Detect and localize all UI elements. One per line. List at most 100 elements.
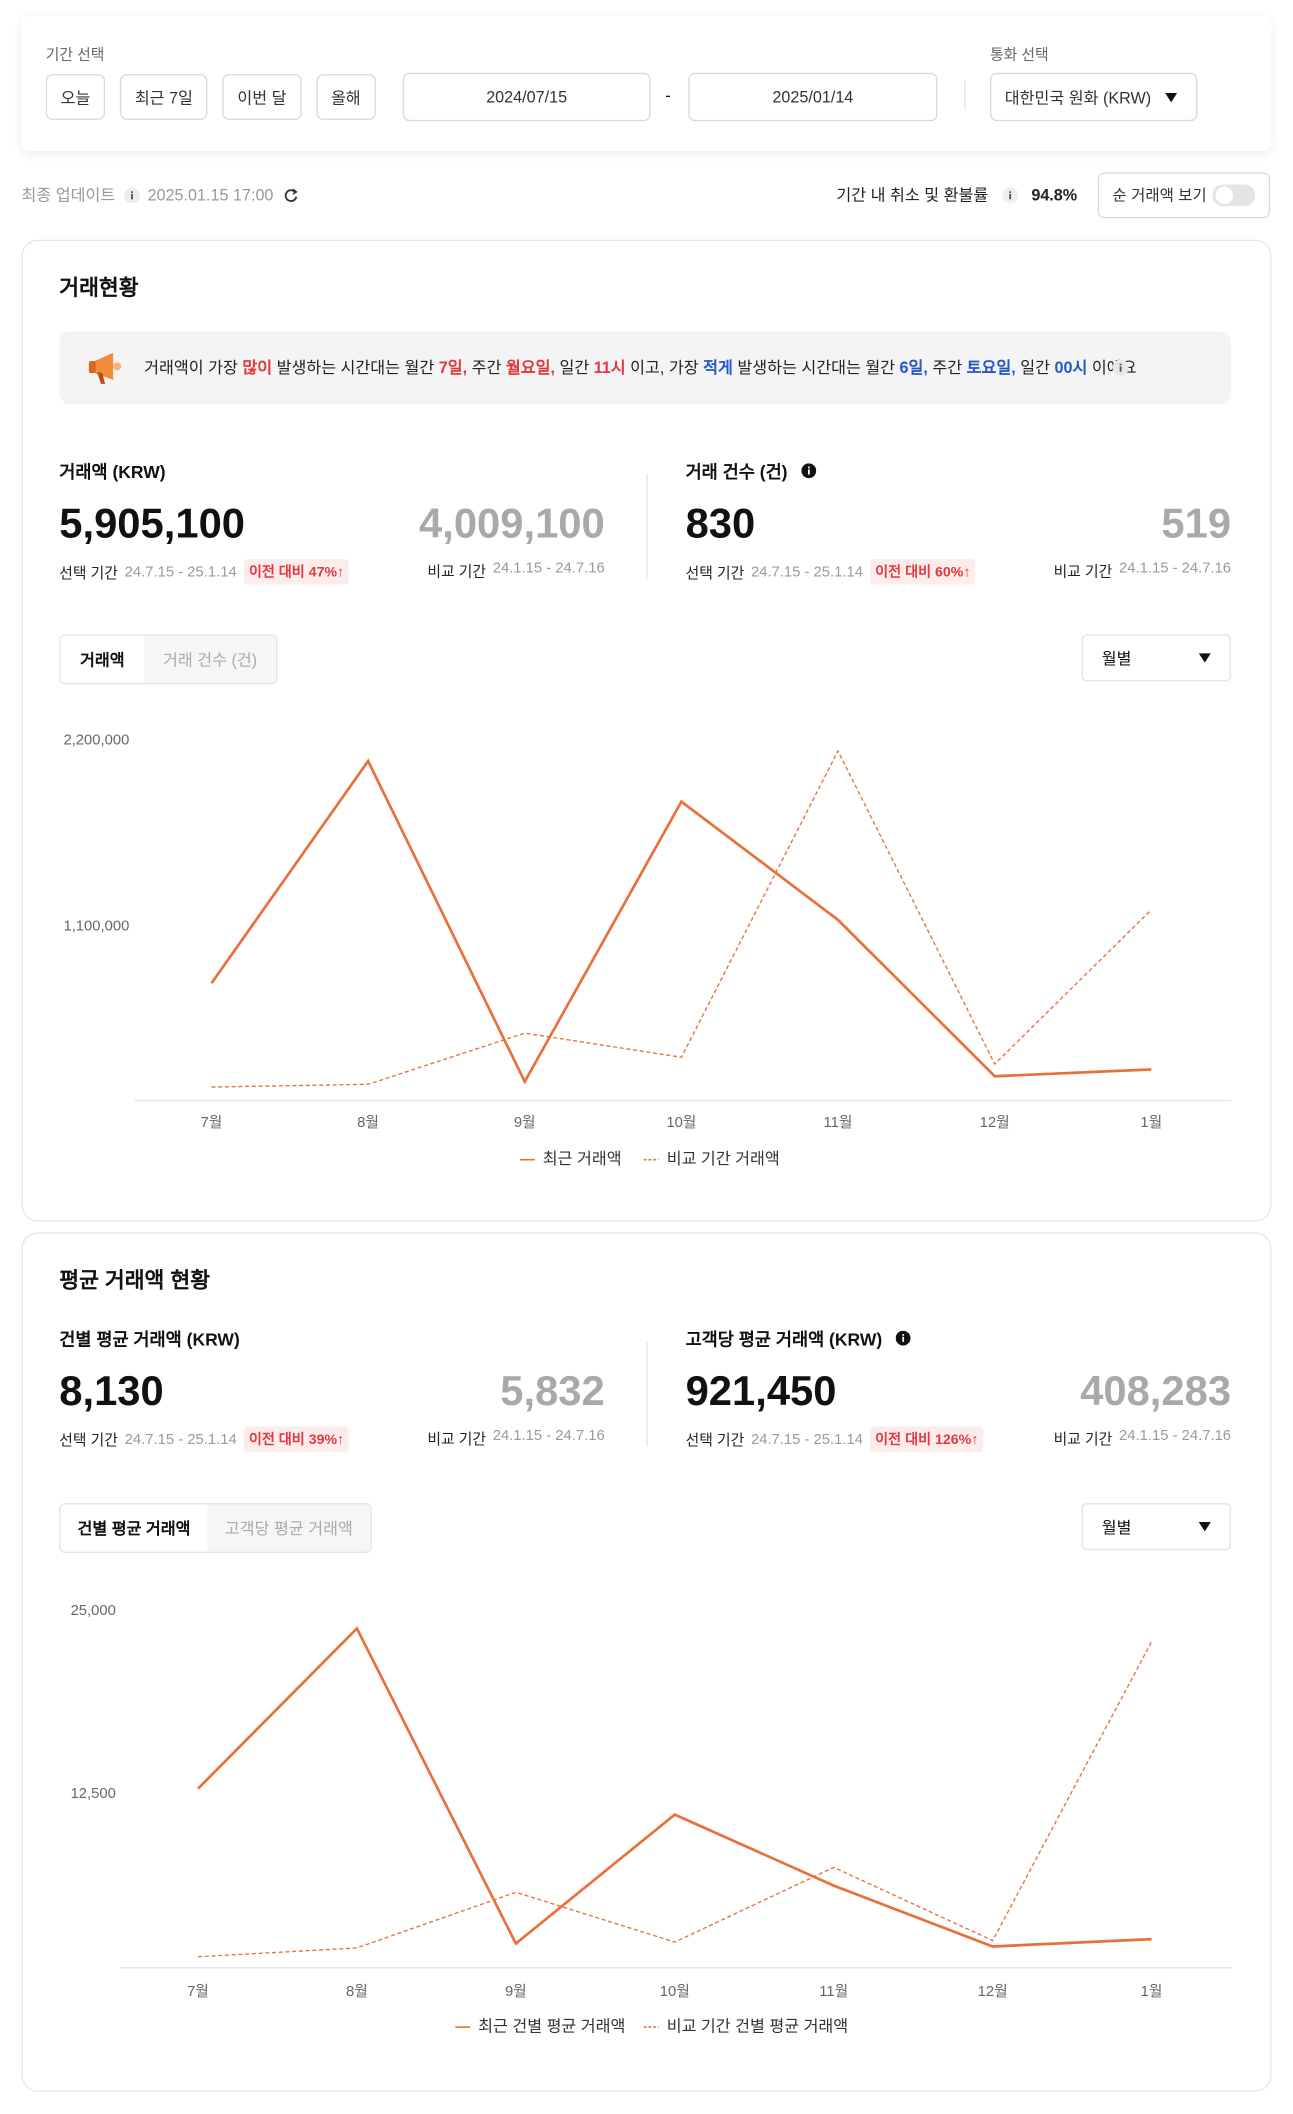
selected-label: 선택 기간 (59, 1432, 118, 1449)
date-separator: - (665, 86, 671, 106)
x-tick-label: 12월 (980, 1114, 1010, 1131)
caret (1164, 92, 1177, 102)
start-date-input[interactable]: 2024/07/15 (402, 72, 651, 122)
metric-label-row: 거래 건수 (건) (686, 458, 816, 484)
insight-segment: 월요일, (505, 358, 555, 378)
x-tick-label: 10월 (666, 1114, 696, 1131)
period-button[interactable]: 오늘 (45, 74, 106, 120)
change-badge: 이전 대비 39%↑ (243, 1426, 350, 1452)
cancel-label: 기간 내 취소 및 환불률 (836, 185, 989, 205)
currency-label: 통화 선택 (989, 47, 1049, 64)
metric-label-row: 거래액 (KRW) (59, 458, 165, 484)
y-tick-label: 2,200,000 (63, 733, 129, 749)
chart-tab[interactable]: 거래 건수 (건) (144, 635, 277, 683)
compare-range: 24.1.15 - 24.7.16 (492, 560, 605, 577)
compare-period: 비교 기간 24.1.15 - 24.7.16 (1054, 1428, 1231, 1450)
legend-label: 최근 건별 평균 거래액 (478, 2017, 625, 2035)
selected-range: 24.7.15 - 25.1.14 (124, 563, 237, 580)
change-badge: 이전 대비 47%↑ (243, 558, 350, 585)
compare-period: 비교 기간 24.1.15 - 24.7.16 (427, 560, 604, 582)
period-button[interactable]: 이번 달 (222, 74, 302, 120)
period-button[interactable]: 올해 (316, 74, 376, 120)
selected-period: 선택 기간 24.7.15 - 25.1.14 이전 대비 126%↑ (686, 1426, 984, 1452)
x-tick-label: 11월 (824, 1114, 853, 1131)
y-tick-label: 25,000 (71, 1603, 116, 1619)
selected-range: 24.7.15 - 25.1.14 (750, 563, 864, 580)
insight-segment: 이고, 가장 (625, 358, 704, 378)
interval-select[interactable]: 월별 (1081, 634, 1232, 682)
chart-tabs: 건별 평균 거래액 고객당 평균 거래액 (59, 1503, 372, 1553)
legend-label: 비교 기간 건별 평균 거래액 (667, 2017, 848, 2035)
insight-segment: 발생하는 시간대는 월간 (732, 358, 900, 378)
compare-range: 24.1.15 - 24.7.16 (1119, 1427, 1232, 1444)
end-date-input[interactable]: 2025/01/14 (688, 72, 938, 122)
caret (1198, 653, 1211, 663)
net-toggle[interactable]: 순 거래액 보기 (1097, 172, 1271, 219)
chart-tab[interactable]: 거래액 (60, 635, 145, 683)
selected-range: 24.7.15 - 25.1.14 (124, 1431, 237, 1448)
y-tick-label: 12,500 (71, 1786, 116, 1802)
metric-label-row: 고객당 평균 거래액 (KRW) (686, 1325, 911, 1351)
compare-period: 비교 기간 24.1.15 - 24.7.16 (1054, 560, 1231, 582)
info-icon[interactable] (1112, 359, 1129, 376)
metric-value: 830 (685, 499, 756, 547)
currency-select[interactable]: 대한민국 원화 (KRW) (989, 72, 1198, 122)
y-tick-label: 1,100,000 (63, 919, 129, 935)
metric-value: 8,130 (59, 1367, 164, 1415)
selected-label: 선택 기간 (685, 565, 745, 582)
interval-select[interactable]: 월별 (1081, 1503, 1232, 1551)
divider (964, 80, 966, 111)
info-icon[interactable] (895, 1330, 911, 1346)
compare-range: 24.1.15 - 24.7.16 (1119, 560, 1232, 577)
x-tick-label: 8월 (357, 1114, 379, 1131)
selected-period: 선택 기간 24.7.15 - 25.1.14 이전 대비 39%↑ (59, 1426, 350, 1452)
compare-value: 4,009,100 (418, 499, 605, 547)
insight-segment: 일간 (554, 358, 594, 378)
net-toggle-label: 순 거래액 보기 (1112, 188, 1207, 205)
compare-label: 비교 기간 (427, 564, 486, 581)
change-badge: 이전 대비 126%↑ (869, 1426, 984, 1452)
chart-tab[interactable]: 고객당 평균 거래액 (207, 1504, 371, 1552)
toggle-switch[interactable] (1212, 183, 1256, 207)
metric-label: 고객당 평균 거래액 (KRW) (685, 1329, 883, 1350)
interval-value: 월별 (1101, 1517, 1132, 1537)
compare-value: 5,832 (500, 1367, 605, 1415)
change-badge: 이전 대비 60%↑ (869, 558, 976, 585)
metric-label-row: 건별 평균 거래액 (KRW) (59, 1325, 240, 1351)
updated-label: 최종 업데이트 (21, 185, 116, 205)
info-icon[interactable] (1001, 186, 1018, 203)
x-tick-label: 10월 (660, 1983, 690, 2000)
x-tick-label: 9월 (505, 1983, 527, 2000)
period-button[interactable]: 최근 7일 (120, 74, 208, 120)
insight-segment: 주간 (467, 358, 506, 378)
insight-segment: 일간 (1015, 358, 1055, 378)
x-tick-label: 11월 (819, 1983, 848, 2000)
metric-label: 거래 건수 (건) (685, 461, 788, 483)
insight-segment: 많이 (242, 358, 273, 378)
insight-segment: 토요일, (966, 358, 1016, 378)
updated-at: 2025.01.15 17:00 (147, 185, 274, 205)
interval-value: 월별 (1101, 649, 1132, 669)
section-title: 거래현황 (59, 277, 139, 301)
chart-tabs: 거래액 거래 건수 (건) (59, 634, 278, 685)
currency-value: 대한민국 원화 (KRW) (1004, 88, 1152, 108)
insight-segment: 6일, (899, 358, 928, 378)
update-row: 최종 업데이트 2025.01.15 17:00 (22, 183, 301, 206)
divider (646, 474, 648, 580)
insight-segment: 주간 (927, 358, 967, 378)
refresh-icon[interactable] (282, 185, 301, 204)
compare-value: 408,283 (1080, 1367, 1232, 1415)
divider (646, 1341, 648, 1447)
info-icon[interactable] (123, 186, 140, 203)
selected-range: 24.7.15 - 25.1.14 (750, 1431, 864, 1448)
insight-text: 거래액이 가장 많이 발생하는 시간대는 월간 7일, 주간 월요일, 일간 1… (144, 356, 1136, 379)
insight-segment: 00시 (1054, 358, 1088, 378)
selected-label: 선택 기간 (685, 1432, 745, 1449)
x-tick-label: 7월 (187, 1983, 209, 2000)
chart-tab[interactable]: 건별 평균 거래액 (60, 1504, 208, 1552)
info-icon[interactable] (800, 463, 816, 479)
compare-value: 519 (1161, 499, 1232, 547)
